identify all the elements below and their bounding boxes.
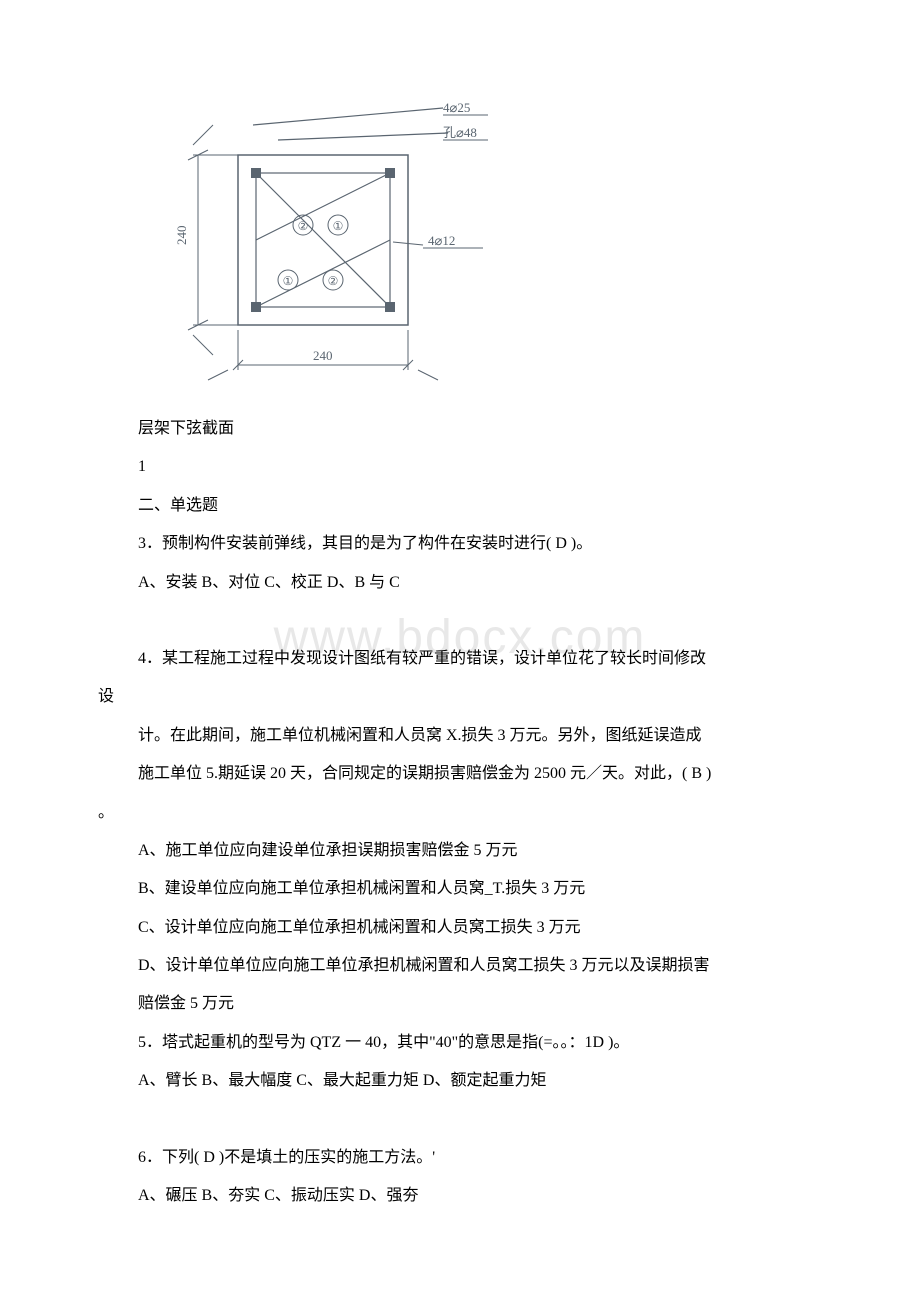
question-4-line3-end: 。 xyxy=(98,794,822,832)
question-3: 3．预制构件安装前弹线，其目的是为了构件在安装时进行( D )。 xyxy=(138,525,822,563)
question-4-line2: 计。在此期间，施工单位机械闲置和人员窝 X.损失 3 万元。另外，图纸延误造成 xyxy=(138,717,822,755)
beam-section-diagram: 4⌀25 孔⌀48 xyxy=(138,90,822,390)
question-6-options: A、碾压 B、夯实 C、振动压实 D、强夯 xyxy=(138,1177,822,1215)
side-rebar-label: 4⌀12 xyxy=(428,233,455,248)
question-3-options: A、安装 B、对位 C、校正 D、B 与 C xyxy=(138,564,822,602)
document-content: 4⌀25 孔⌀48 xyxy=(98,90,822,1215)
top-rebar-label: 4⌀25 xyxy=(443,100,470,115)
question-5: 5．塔式起重机的型号为 QTZ 一 40，其中"40"的意思是指(=。。：1D … xyxy=(138,1024,822,1062)
circle-label-4: ② xyxy=(328,274,339,288)
question-4-line1: 4．某工程施工过程中发现设计图纸有较严重的错误，设计单位花了较长时间修改 xyxy=(138,640,822,678)
question-4-line3: 施工单位 5.期延误 20 天，合同规定的误期损害赔偿金为 2500 元／天。对… xyxy=(138,755,822,793)
dim-horizontal: 240 xyxy=(313,348,333,363)
dim-vertical: 240 xyxy=(174,226,189,246)
hole-label: 孔⌀48 xyxy=(443,125,477,140)
circle-label-3: ① xyxy=(283,274,294,288)
question-5-options: A、臂长 B、最大幅度 C、最大起重力矩 D、额定起重力矩 xyxy=(138,1062,822,1100)
section-heading: 二、单选题 xyxy=(138,487,822,525)
circle-label-1: ② xyxy=(298,219,309,233)
question-4-line1-end: 设 xyxy=(98,678,822,716)
question-4-option-d-cont: 赔偿金 5 万元 xyxy=(138,985,822,1023)
question-4-option-a: A、施工单位应向建设单位承担误期损害赔偿金 5 万元 xyxy=(138,832,822,870)
question-4-option-c: C、设计单位应向施工单位承担机械闲置和人员窝工损失 3 万元 xyxy=(138,909,822,947)
page-number: 1 xyxy=(138,448,822,486)
question-4-option-b: B、建设单位应向施工单位承担机械闲置和人员窝_T.损失 3 万元 xyxy=(138,870,822,908)
circle-label-2: ① xyxy=(333,219,344,233)
question-6: 6．下列( D )不是填土的压实的施工方法。' xyxy=(138,1139,822,1177)
question-4-option-d: D、设计单位单位应向施工单位承担机械闲置和人员窝工损失 3 万元以及误期损害 xyxy=(138,947,822,985)
diagram-caption: 层架下弦截面 xyxy=(138,410,822,448)
